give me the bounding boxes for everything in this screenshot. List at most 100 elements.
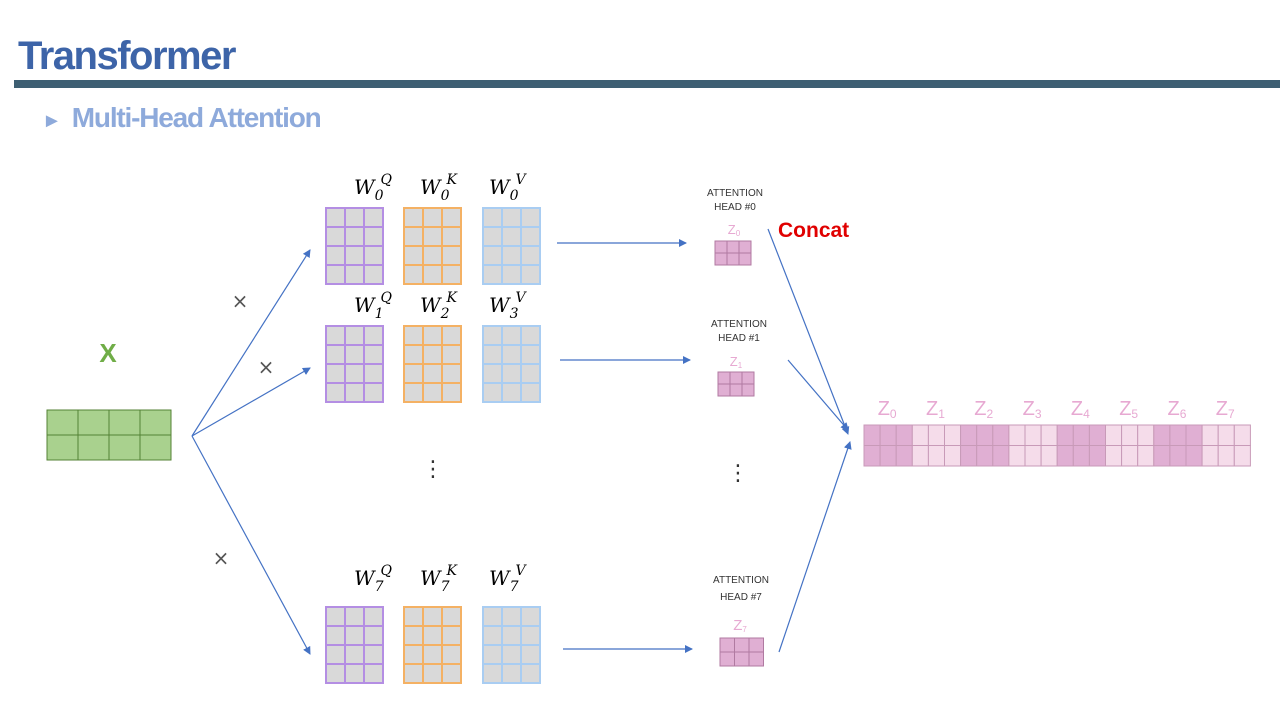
grid-cell bbox=[325, 226, 346, 247]
grid-cell bbox=[1217, 424, 1235, 446]
grid-cell bbox=[1056, 445, 1074, 467]
grid-cell bbox=[717, 383, 731, 397]
grid-cell bbox=[482, 644, 503, 665]
grid-cell bbox=[1088, 424, 1107, 446]
grid-cell bbox=[1105, 445, 1123, 467]
grid-cell bbox=[501, 663, 522, 684]
grid-cell bbox=[422, 625, 443, 646]
grid-cell bbox=[1008, 424, 1026, 446]
grid-cell bbox=[501, 226, 522, 247]
grid-cell bbox=[895, 445, 913, 467]
grid-cell bbox=[501, 382, 522, 403]
grid-cell bbox=[960, 424, 978, 446]
weight-label-q: W7Q bbox=[354, 563, 392, 595]
grid-cell bbox=[403, 382, 424, 403]
grid-cell bbox=[501, 264, 522, 285]
weight-label-k: W0K bbox=[420, 172, 458, 204]
input-label: X bbox=[99, 338, 117, 368]
page-title: Transformer bbox=[18, 34, 236, 78]
grid-cell bbox=[422, 606, 443, 627]
grid-cell bbox=[441, 663, 462, 684]
concatenated-matrix bbox=[863, 424, 1251, 467]
concat-segment-label: Z4 bbox=[1071, 398, 1090, 421]
grid-cell bbox=[734, 651, 750, 667]
grid-cell bbox=[422, 644, 443, 665]
weight-matrix-k bbox=[403, 207, 462, 285]
grid-cell bbox=[1072, 424, 1090, 446]
grid-cell bbox=[717, 371, 731, 385]
grid-cell bbox=[1105, 424, 1123, 446]
grid-cell bbox=[403, 325, 424, 346]
grid-cell bbox=[403, 226, 424, 247]
multiply-icon: × bbox=[213, 546, 230, 570]
multiply-icon: × bbox=[258, 355, 275, 379]
grid-cell bbox=[139, 434, 172, 461]
grid-cell bbox=[741, 371, 755, 385]
grid-cell bbox=[714, 240, 728, 254]
grid-cell bbox=[482, 382, 503, 403]
grid-cell bbox=[422, 344, 443, 365]
grid-cell bbox=[108, 434, 141, 461]
grid-cell bbox=[501, 644, 522, 665]
grid-cell bbox=[501, 606, 522, 627]
grid-cell bbox=[879, 424, 897, 446]
grid-cell bbox=[1121, 445, 1139, 467]
grid-cell bbox=[911, 424, 929, 446]
grid-cell bbox=[501, 325, 522, 346]
attention-head-number: HEAD #7 bbox=[720, 592, 762, 603]
multiply-icon: × bbox=[232, 289, 249, 313]
grid-cell bbox=[325, 363, 346, 384]
concat-arrow bbox=[778, 441, 852, 653]
grid-cell bbox=[520, 245, 541, 266]
grid-cell bbox=[325, 264, 346, 285]
grid-cell bbox=[139, 409, 172, 436]
weight-label-k: W2K bbox=[420, 290, 458, 322]
grid-cell bbox=[108, 409, 141, 436]
grid-cell bbox=[1088, 445, 1107, 467]
grid-cell bbox=[726, 240, 740, 254]
grid-cell bbox=[482, 363, 503, 384]
grid-cell bbox=[1185, 445, 1203, 467]
grid-cell bbox=[738, 252, 752, 266]
grid-cell bbox=[344, 644, 365, 665]
grid-cell bbox=[363, 207, 384, 228]
ellipsis-weights: ⋮ bbox=[422, 457, 444, 482]
grid-cell bbox=[363, 625, 384, 646]
grid-cell bbox=[344, 363, 365, 384]
grid-cell bbox=[501, 245, 522, 266]
grid-cell bbox=[520, 606, 541, 627]
attention-output-label: Z1 bbox=[730, 354, 743, 370]
grid-cell bbox=[441, 207, 462, 228]
grid-cell bbox=[944, 424, 962, 446]
grid-cell bbox=[422, 663, 443, 684]
grid-cell bbox=[719, 637, 735, 653]
grid-cell bbox=[363, 606, 384, 627]
grid-cell bbox=[1024, 424, 1042, 446]
weight-matrix-v bbox=[482, 207, 541, 285]
grid-cell bbox=[1056, 424, 1074, 446]
weight-matrix-q bbox=[325, 606, 384, 684]
grid-cell bbox=[482, 207, 503, 228]
grid-cell bbox=[729, 371, 743, 385]
grid-cell bbox=[441, 325, 462, 346]
grid-cell bbox=[403, 606, 424, 627]
grid-cell bbox=[960, 445, 978, 467]
grid-cell bbox=[1121, 424, 1139, 446]
grid-cell bbox=[976, 445, 994, 467]
grid-cell bbox=[520, 207, 541, 228]
concat-label: Concat bbox=[778, 219, 849, 242]
grid-cell bbox=[1201, 424, 1219, 446]
grid-cell bbox=[501, 344, 522, 365]
weight-label-k: W7K bbox=[420, 563, 458, 595]
grid-cell bbox=[1185, 424, 1203, 446]
grid-cell bbox=[520, 663, 541, 684]
grid-cell bbox=[403, 663, 424, 684]
grid-cell bbox=[1008, 445, 1026, 467]
attention-head-number: HEAD #0 bbox=[714, 202, 756, 213]
grid-cell bbox=[363, 264, 384, 285]
grid-cell bbox=[1169, 445, 1187, 467]
concat-arrow bbox=[787, 359, 849, 431]
input-matrix-x bbox=[46, 409, 172, 461]
grid-cell bbox=[403, 363, 424, 384]
